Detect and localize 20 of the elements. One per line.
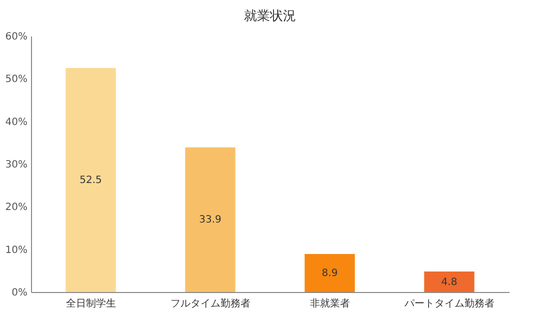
x-tick-label: パートタイム勤務者 xyxy=(403,298,494,310)
data-label: 33.9 xyxy=(199,214,222,226)
bar xyxy=(66,68,116,292)
bar xyxy=(424,272,474,292)
x-tick-label: 全日制学生 xyxy=(66,298,116,310)
y-tick-label: 20% xyxy=(5,202,28,214)
y-tick-label: 30% xyxy=(5,160,28,170)
chart-title: 就業状況 xyxy=(244,9,296,24)
bar xyxy=(304,254,355,292)
bar xyxy=(185,147,236,292)
data-label: 4.8 xyxy=(441,276,458,288)
data-label: 8.9 xyxy=(322,268,338,280)
data-label: 52.5 xyxy=(80,175,102,186)
y-tick-label: 10% xyxy=(5,244,28,256)
y-tick-label: 60% xyxy=(5,32,28,42)
y-tick-label: 40% xyxy=(5,116,28,128)
y-tick-label: 0% xyxy=(12,288,28,298)
x-tick-label: フルタイム勤務者 xyxy=(170,298,250,310)
x-tick-label: 非就業者 xyxy=(310,298,350,310)
y-tick-label: 50% xyxy=(5,74,28,86)
